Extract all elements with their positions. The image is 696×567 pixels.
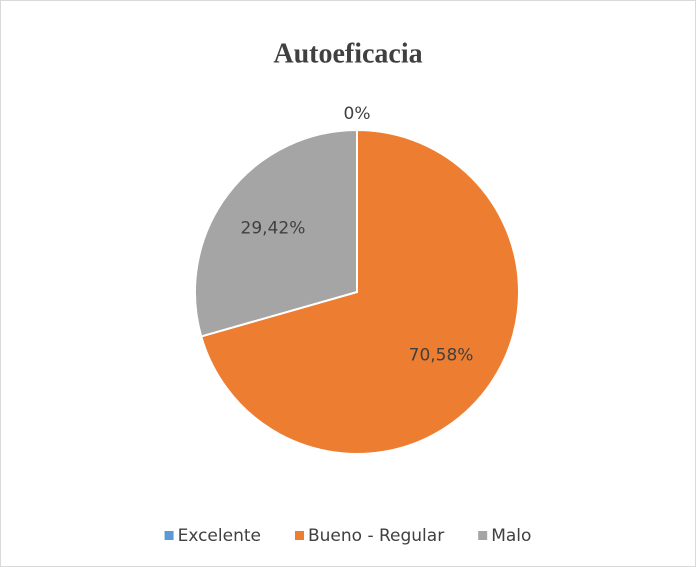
data-label: 0%	[344, 104, 371, 124]
chart-title: Autoeficacia	[273, 38, 422, 69]
legend-label: Excelente	[178, 526, 261, 546]
pie-slice	[199, 128, 520, 455]
legend-marker	[478, 531, 488, 540]
legend-label: Bueno - Regular	[308, 526, 444, 546]
pie-slice	[194, 128, 358, 338]
legend-label: Malo	[491, 526, 531, 546]
data-label: 29,42%	[241, 219, 306, 239]
legend-marker	[164, 531, 174, 540]
legend-marker	[294, 531, 304, 540]
data-label: 70,58%	[409, 345, 474, 365]
